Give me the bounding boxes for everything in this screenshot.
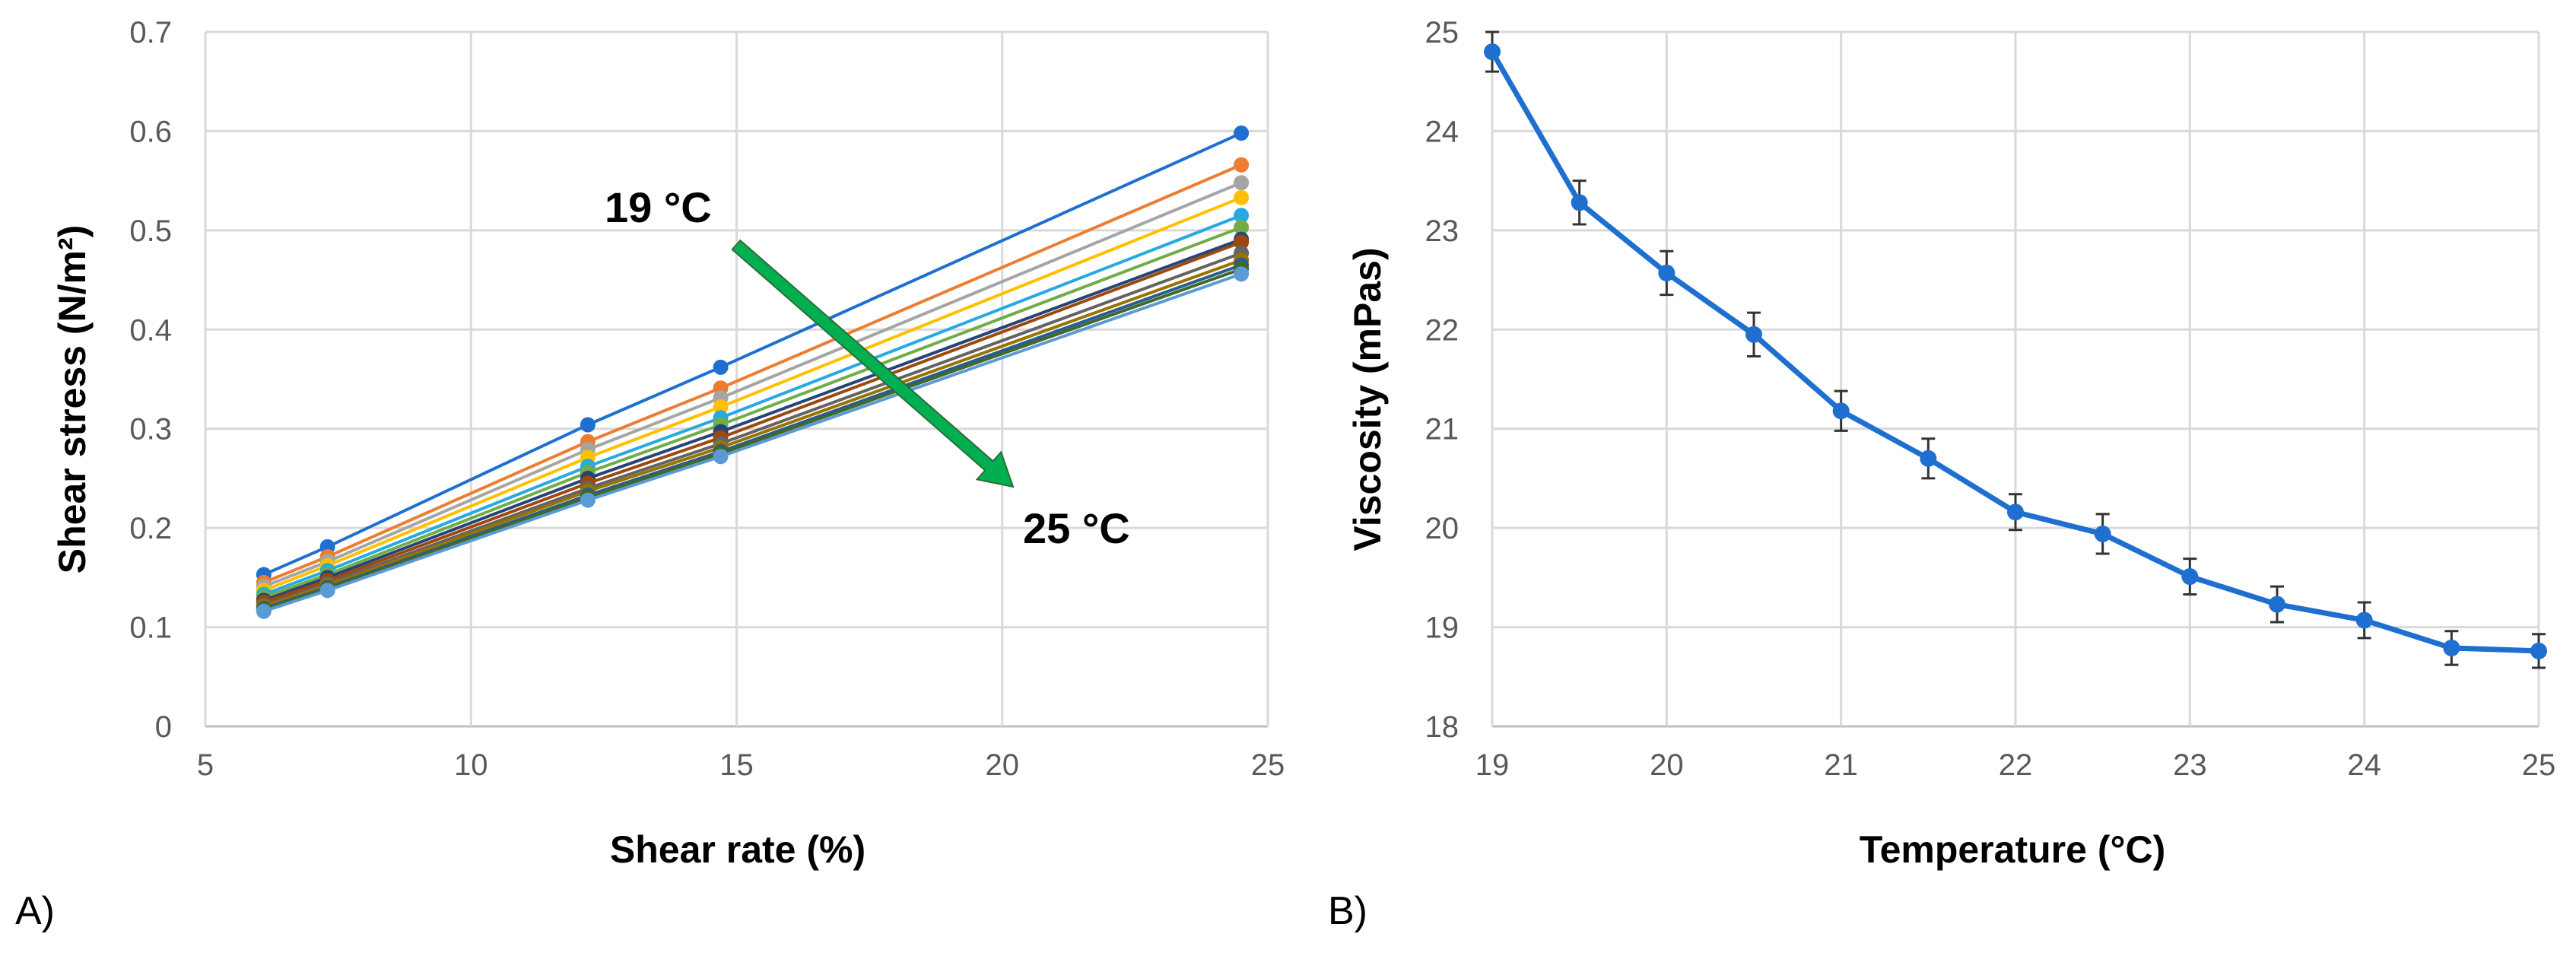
temperature-arrow-shape	[731, 239, 1015, 488]
chart-a-ytick-7: 0.7	[129, 16, 172, 49]
chart-b-ytick-6: 24	[1425, 115, 1460, 148]
chart-a-point-2-4	[1234, 175, 1250, 191]
chart-b-ytick-7: 25	[1425, 16, 1460, 49]
chart-b-point-10	[2355, 612, 2373, 629]
chart-a-point-4-4	[1234, 208, 1250, 224]
chart-b-point-2	[1658, 264, 1676, 281]
chart-a-point-0-4	[1234, 125, 1250, 141]
chart-b-point-3	[1745, 326, 1762, 343]
chart-b-point-5	[1920, 449, 1937, 467]
annotation-end-temperature: 25 °C	[1023, 504, 1130, 552]
chart-b-xtick-1: 20	[1650, 748, 1684, 782]
chart-a-y-axis-title: Shear stress (N/m²)	[51, 225, 94, 574]
chart-a-ytick-3: 0.3	[129, 413, 172, 446]
chart-a-point-0-2	[580, 417, 596, 433]
chart-b-point-12	[2530, 642, 2547, 659]
chart-b-viscosity: 18 19 20 21 22 23 24 25 19 20 21 22 23 24 25 Temperatu…	[1346, 16, 2555, 871]
annotation-start-temperature: 19 °C	[605, 183, 712, 231]
chart-b-xtick-4: 23	[2173, 748, 2207, 782]
chart-a-ytick-5: 0.5	[129, 214, 172, 248]
chart-a-point-3-3	[713, 399, 729, 415]
chart-a-point-3-4	[1234, 189, 1250, 205]
chart-b-viscosity-series	[1484, 30, 2547, 669]
chart-a-point-7-4	[1234, 234, 1250, 250]
chart-b-xtick-3: 22	[1999, 748, 2033, 782]
chart-b-tick-labels: 18 19 20 21 22 23 24 25 19 20 21 22 23 24 25	[1425, 16, 2556, 782]
chart-a-point-12-1	[319, 583, 335, 599]
chart-a-tick-labels: 0 0.1 0.2 0.3 0.4 0.5 0.6 0.7 5 10 15 20 25	[129, 16, 1285, 782]
chart-b-point-0	[1484, 43, 1501, 61]
chart-a-point-0-3	[713, 359, 729, 375]
chart-b-xtick-2: 21	[1824, 748, 1858, 782]
chart-b-y-axis-title: Viscosity (mPas)	[1346, 247, 1389, 551]
chart-a-ytick-1: 0.1	[129, 612, 172, 645]
chart-a-point-12-4	[1234, 266, 1250, 282]
chart-a-ytick-4: 0.4	[129, 313, 172, 347]
chart-b-ytick-5: 23	[1425, 214, 1460, 248]
chart-b-series	[1484, 30, 2547, 669]
chart-b-ytick-2: 20	[1425, 512, 1460, 545]
panel-label-b: B)	[1328, 889, 1367, 933]
chart-a-series-12	[256, 266, 1250, 619]
chart-a-point-5-4	[1234, 219, 1250, 235]
chart-b-point-11	[2443, 639, 2460, 656]
chart-b-point-8	[2181, 568, 2199, 586]
chart-a-point-12-0	[256, 603, 272, 619]
chart-b-point-6	[2007, 504, 2024, 521]
chart-a-x-axis-title: Shear rate (%)	[610, 828, 866, 871]
panel-label-a: A)	[15, 889, 55, 933]
chart-b-ytick-3: 21	[1425, 413, 1460, 446]
chart-a-ytick-6: 0.6	[129, 115, 172, 148]
chart-b-ytick-1: 19	[1425, 612, 1460, 645]
chart-a-shear-stress: 0 0.1 0.2 0.3 0.4 0.5 0.6 0.7 5 10 15 20 25 Shear ra…	[51, 16, 1285, 871]
temperature-direction-arrow	[731, 239, 1015, 488]
chart-b-ytick-4: 22	[1425, 313, 1460, 347]
chart-a-ytick-0: 0	[155, 710, 172, 744]
chart-a-xtick-0: 5	[197, 748, 214, 782]
chart-a-point-12-2	[580, 492, 596, 508]
chart-b-ytick-0: 18	[1425, 710, 1460, 744]
chart-a-xtick-3: 20	[986, 748, 1020, 782]
chart-b-point-7	[2094, 525, 2111, 542]
chart-b-xtick-0: 19	[1475, 748, 1510, 782]
chart-a-xtick-4: 25	[1251, 748, 1285, 782]
chart-b-xtick-6: 25	[2522, 748, 2556, 782]
chart-b-xtick-5: 24	[2347, 748, 2381, 782]
chart-b-point-9	[2269, 596, 2285, 613]
chart-a-point-12-3	[713, 449, 729, 465]
chart-a-xtick-1: 10	[454, 748, 488, 782]
chart-b-gridlines	[1491, 30, 2540, 728]
chart-b-point-1	[1571, 194, 1588, 211]
chart-b-x-axis-title: Temperature (°C)	[1860, 828, 2165, 871]
chart-a-xtick-2: 15	[719, 748, 754, 782]
chart-a-gridlines	[204, 30, 1269, 728]
chart-a-point-1-4	[1234, 157, 1250, 173]
chart-a-ytick-2: 0.2	[129, 512, 172, 545]
chart-b-point-4	[1832, 402, 1850, 420]
